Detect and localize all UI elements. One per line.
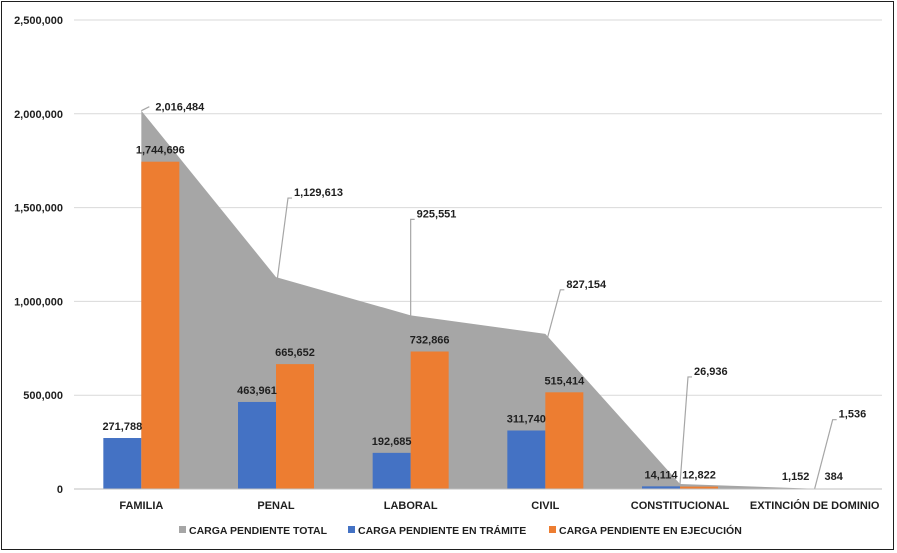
- data-label-tramite: 463,961: [237, 385, 277, 397]
- leader-lines: [141, 106, 837, 489]
- data-label-total: 26,936: [694, 366, 728, 378]
- x-tick-label: FAMILIA: [119, 500, 163, 512]
- y-tick-label: 2,500,000: [14, 15, 63, 27]
- bar-ejecucion: [545, 392, 584, 489]
- data-label-tramite: 311,740: [507, 414, 546, 426]
- bar-ejecucion: [141, 161, 180, 489]
- legend-swatch: [549, 526, 556, 533]
- data-label-total: 1,536: [839, 409, 867, 421]
- legend-swatch: [348, 526, 355, 533]
- x-tick-label: EXTINCIÓN DE DOMINIO: [750, 499, 880, 512]
- leader-line: [679, 376, 692, 484]
- legend: CARGA PENDIENTE TOTAL CARGA PENDIENTE EN …: [179, 524, 742, 537]
- data-label-ejecucion: 515,414: [544, 375, 585, 387]
- y-tick-label: 1,000,000: [14, 296, 63, 308]
- bar-series: [103, 161, 853, 490]
- data-label-tramite: 192,685: [372, 436, 412, 448]
- y-tick-label: 0: [57, 484, 63, 496]
- y-tick-label: 2,000,000: [14, 109, 63, 121]
- y-tick-label: 500,000: [23, 390, 63, 402]
- data-label-total: 827,154: [566, 279, 607, 291]
- data-labels: 271,788 1,744,696 463,961 665,652 192,685 732…: [102, 102, 866, 483]
- bar-ejecucion: [276, 364, 314, 489]
- x-tick-label: PENAL: [257, 500, 295, 512]
- legend-label: CARGA PENDIENTE TOTAL: [189, 525, 328, 537]
- leader-line: [141, 106, 150, 112]
- bar-ejecucion: [410, 351, 449, 489]
- y-tick-label: 1,500,000: [14, 203, 63, 215]
- leader-line: [410, 218, 415, 328]
- leader-line: [814, 419, 837, 489]
- legend-label: CARGA PENDIENTE EN TRÁMITE: [358, 524, 526, 537]
- bar-tramite: [642, 486, 680, 489]
- legend-label: CARGA PENDIENTE EN EJECUCIÓN: [559, 524, 742, 537]
- legend-swatch: [179, 526, 186, 533]
- bar-tramite: [238, 401, 276, 489]
- data-label-tramite: 14,114: [644, 469, 678, 481]
- x-axis-ticks: FAMILIA PENAL LABORAL CIVIL CONSTITUCIONAL EX…: [74, 488, 882, 512]
- leader-line: [544, 289, 565, 346]
- bar-tramite: [507, 430, 546, 489]
- data-label-tramite: 1,152: [782, 471, 810, 483]
- x-tick-label: LABORAL: [384, 500, 438, 512]
- data-label-total: 925,551: [417, 208, 457, 220]
- data-label-ejecucion: 384: [824, 471, 843, 483]
- leader-line: [275, 197, 292, 290]
- data-label-tramite: 271,788: [102, 421, 142, 433]
- data-label-total: 1,129,613: [294, 187, 343, 199]
- x-tick-label: CIVIL: [531, 500, 559, 512]
- data-label-ejecucion: 665,652: [275, 347, 315, 359]
- bar-tramite: [103, 438, 142, 489]
- data-label-ejecucion: 1,744,696: [136, 145, 185, 157]
- data-label-ejecucion: 12,822: [682, 470, 716, 482]
- bar-tramite: [372, 452, 411, 489]
- bar-ejecucion: [680, 486, 718, 489]
- data-label-ejecucion: 732,866: [410, 335, 450, 347]
- x-tick-label: CONSTITUCIONAL: [631, 500, 730, 512]
- y-axis-ticks: 0 500,000 1,000,000 1,500,000 2,000,000 2,500…: [14, 15, 63, 496]
- data-label-total: 2,016,484: [155, 102, 205, 114]
